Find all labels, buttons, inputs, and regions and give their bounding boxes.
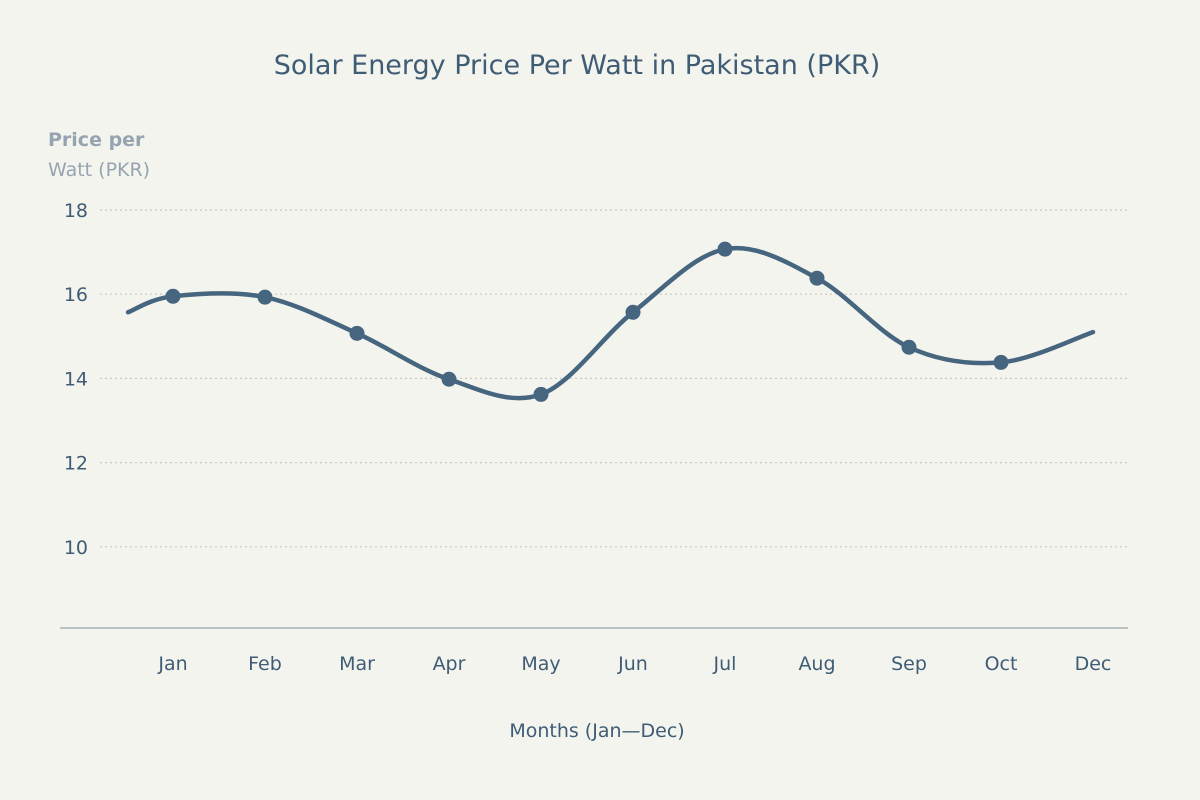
data-point-apr (441, 371, 457, 387)
y-axis-label-line1: Price per (48, 129, 145, 151)
data-point-jul (717, 241, 733, 257)
data-point-sep (901, 339, 917, 355)
data-point-jan (165, 288, 181, 304)
x-tick-label: Feb (248, 653, 282, 675)
y-tick-label: 12 (64, 453, 88, 475)
y-axis-label-line2: Watt (PKR) (48, 159, 150, 181)
chart-title: Solar Energy Price Per Watt in Pakistan … (274, 50, 881, 81)
x-tick-label: Jun (617, 653, 648, 675)
y-tick-label: 14 (64, 368, 88, 390)
x-tick-label: Jul (713, 653, 737, 675)
price-line (125, 245, 1096, 401)
data-point-feb (257, 289, 273, 305)
x-tick-label: Aug (798, 653, 835, 675)
x-tick-label: Oct (985, 653, 1018, 675)
data-point-may (533, 386, 549, 402)
data-point-oct (993, 354, 1009, 370)
y-tick-label: 18 (64, 200, 88, 222)
x-tick-label: Mar (339, 653, 375, 675)
x-axis-label: Months (Jan—Dec) (509, 720, 684, 742)
x-tick-label: Jan (157, 653, 187, 675)
x-tick-label: Sep (891, 653, 927, 675)
y-tick-label: 16 (64, 284, 88, 306)
data-point-jun (625, 304, 641, 320)
x-tick-label: May (521, 653, 560, 675)
x-tick-label: Apr (433, 653, 466, 675)
data-point-mar (349, 325, 365, 341)
data-point-aug (809, 270, 825, 286)
y-tick-label: 10 (64, 537, 88, 559)
x-tick-label: Dec (1075, 653, 1112, 675)
